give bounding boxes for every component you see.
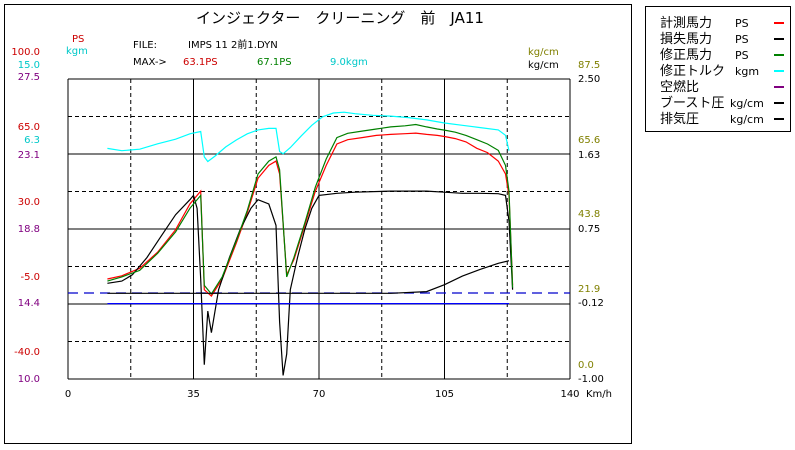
left-tick-afr: 23.1 [18, 150, 40, 161]
max-value-torque: 9.0kgm [330, 57, 368, 68]
right-tick-exhaust: -0.12 [578, 298, 604, 309]
left-tick-kgm: 6.3 [24, 135, 40, 146]
x-tick-label: 35 [187, 389, 200, 400]
legend-item-unit: PS [735, 33, 749, 46]
legend-item-unit: PS [735, 49, 749, 62]
left-tick-ps: -5.0 [20, 272, 40, 283]
x-axis-label: Km/h [586, 389, 612, 400]
series-loss-power [107, 190, 514, 376]
legend-item-name: 計測馬力 [660, 15, 712, 31]
right-tick-exhaust: -1.00 [578, 374, 604, 385]
right-tick-boost: 43.8 [578, 209, 600, 220]
legend-item-unit: kg/cm [730, 113, 764, 126]
x-tick-label: 105 [435, 389, 454, 400]
chart-frame [4, 4, 632, 444]
legend-box [645, 6, 791, 132]
left-tick-afr: 10.0 [18, 374, 40, 385]
series-corrected-torque [107, 111, 510, 163]
right-tick-exhaust: 2.50 [578, 74, 600, 85]
right-tick-boost: 65.6 [578, 135, 600, 146]
right-tick-exhaust: 0.75 [578, 224, 600, 235]
legend-item-name: 損失馬力 [660, 32, 712, 47]
max-label: MAX-> [133, 57, 167, 68]
legend-item-unit: kgm [735, 65, 759, 78]
left-tick-ps: 65.0 [18, 122, 40, 133]
left-tick-afr: 18.8 [18, 224, 40, 235]
left-tick-afr: 14.4 [18, 298, 40, 309]
left-unit-ps: PS [72, 34, 84, 45]
left-unit-kgm: kgm [66, 46, 88, 57]
legend-item-name: ブースト圧 [660, 95, 724, 111]
x-tick-label: 70 [313, 389, 326, 400]
legend-item-name: 空燃比 [660, 79, 699, 95]
series-corrected-power [107, 123, 514, 296]
left-tick-ps: 100.0 [11, 47, 40, 58]
max-value-measured-power: 63.1PS [183, 57, 218, 68]
legend-item-name: 修正馬力 [660, 48, 712, 63]
legend-item-unit: kg/cm [730, 97, 764, 110]
right-tick-boost: 21.9 [578, 284, 600, 295]
file-label: FILE: [133, 40, 157, 51]
left-tick-afr: 27.5 [18, 72, 40, 83]
left-tick-kgm: 15.0 [18, 60, 40, 71]
right-tick-boost: 0.0 [578, 360, 594, 371]
legend-item-unit: PS [735, 17, 749, 30]
right-tick-boost: 87.5 [578, 60, 600, 71]
right-tick-exhaust: 1.63 [578, 150, 600, 161]
x-tick-label: 0 [65, 389, 71, 400]
right-unit-exhaust: kg/cm [528, 60, 559, 71]
legend-item-name: 排気圧 [660, 111, 699, 127]
left-tick-ps: 30.0 [18, 197, 40, 208]
max-value-corrected-power: 67.1PS [257, 57, 292, 68]
series-boost-pressure [107, 260, 510, 294]
right-unit-boost: kg/cm [528, 47, 559, 58]
legend-item-name: 修正トルク [660, 64, 725, 79]
x-tick-label: 140 [560, 389, 579, 400]
chart-title: インジェクター クリーニング 前 JA11 [196, 9, 484, 27]
file-name: IMPS 11 2前1.DYN [188, 38, 278, 51]
left-tick-ps: -40.0 [14, 347, 40, 358]
